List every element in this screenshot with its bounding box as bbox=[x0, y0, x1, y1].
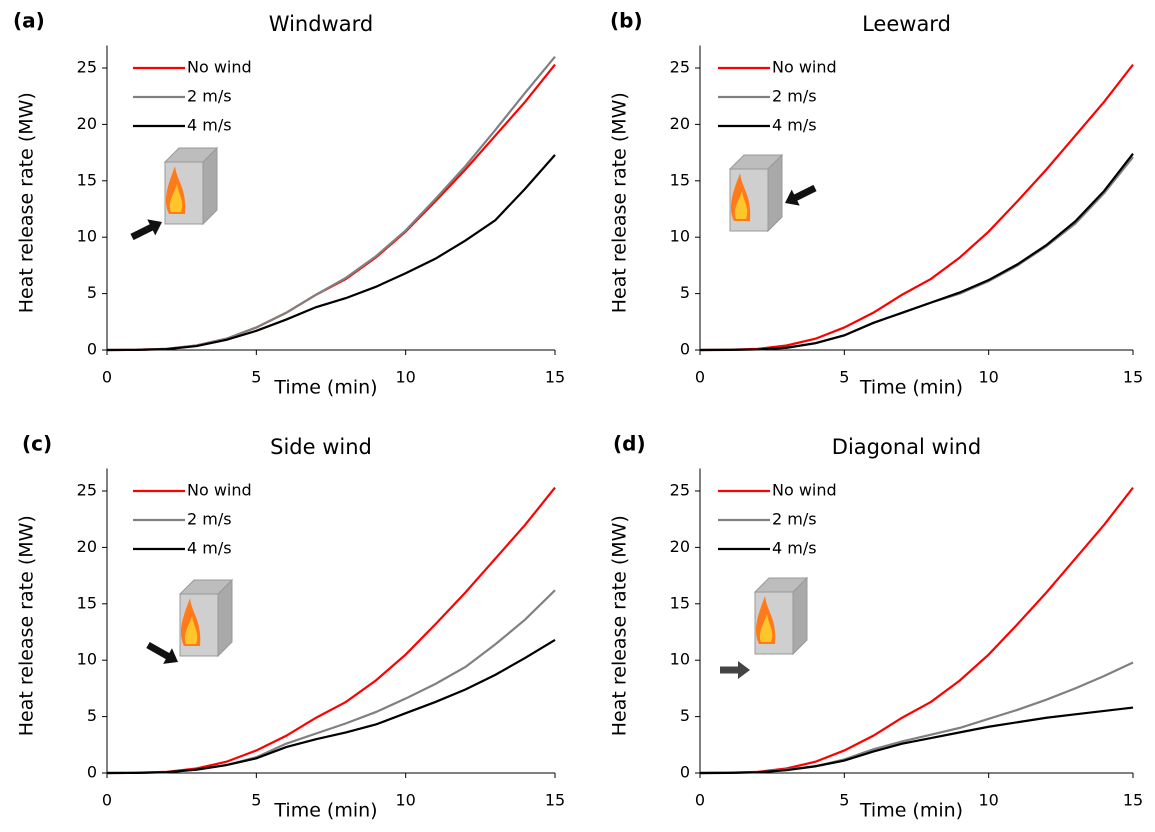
legend-label: No wind bbox=[772, 481, 837, 500]
panel: (d) Diagonal wind Heat release rate (MW) Ti… bbox=[609, 432, 1144, 822]
legend-label: No wind bbox=[772, 58, 837, 77]
building-side bbox=[217, 578, 233, 658]
chart-title: Leeward bbox=[862, 12, 951, 36]
building-side bbox=[792, 576, 808, 656]
panel: (b) Leeward Heat release rate (MW) Time (mi… bbox=[609, 9, 1144, 399]
panel-label: (d) bbox=[613, 432, 646, 456]
panel: (a) Windward Heat release rate (MW) Time (m… bbox=[13, 9, 565, 399]
wind-arrow-head bbox=[147, 219, 162, 236]
legend-label: 2 m/s bbox=[772, 510, 817, 529]
wind-arrow bbox=[130, 222, 157, 241]
y-axis-label: Heat release rate (MW) bbox=[16, 92, 38, 313]
building-side bbox=[202, 146, 218, 226]
x-tick-label: 10 bbox=[395, 791, 415, 810]
y-tick-label: 15 bbox=[670, 593, 690, 612]
legend-label: 4 m/s bbox=[187, 116, 232, 135]
y-tick-label: 0 bbox=[87, 763, 97, 782]
series-line bbox=[106, 486, 556, 775]
y-tick-label: 20 bbox=[77, 114, 97, 133]
y-tick-label: 10 bbox=[670, 650, 690, 669]
y-axis-label: Heat release rate (MW) bbox=[16, 515, 38, 736]
y-tick-label: 10 bbox=[77, 227, 97, 246]
y-tick-label: 0 bbox=[87, 340, 97, 359]
x-axis-label: Time (min) bbox=[859, 377, 963, 399]
panel-label: (a) bbox=[13, 9, 45, 33]
wind-arrow-head bbox=[738, 661, 750, 679]
y-tick-label: 15 bbox=[670, 170, 690, 189]
x-tick-label: 15 bbox=[1123, 368, 1143, 387]
legend-label: 2 m/s bbox=[187, 87, 232, 106]
y-tick-label: 5 bbox=[680, 283, 690, 302]
x-tick-label: 0 bbox=[102, 368, 112, 387]
series-line bbox=[106, 589, 556, 775]
legend-label: 2 m/s bbox=[772, 87, 817, 106]
y-tick-label: 25 bbox=[670, 481, 690, 500]
x-tick-label: 15 bbox=[1123, 791, 1143, 810]
legend-label: 2 m/s bbox=[187, 510, 232, 529]
y-axis-label: Heat release rate (MW) bbox=[609, 92, 631, 313]
y-tick-label: 25 bbox=[670, 58, 690, 77]
y-tick-label: 20 bbox=[670, 114, 690, 133]
x-axis-label: Time (min) bbox=[273, 377, 377, 399]
x-tick-label: 10 bbox=[978, 368, 998, 387]
y-tick-label: 5 bbox=[680, 706, 690, 725]
flame-core bbox=[184, 616, 198, 644]
legend-label: No wind bbox=[187, 58, 252, 77]
y-tick-label: 25 bbox=[77, 58, 97, 77]
legend-label: 4 m/s bbox=[772, 116, 817, 135]
x-tick-label: 5 bbox=[251, 791, 261, 810]
chart-title: Diagonal wind bbox=[832, 435, 981, 459]
y-tick-label: 25 bbox=[77, 481, 97, 500]
legend-label: No wind bbox=[187, 481, 252, 500]
x-axis-label: Time (min) bbox=[273, 800, 377, 822]
x-tick-label: 5 bbox=[251, 368, 261, 387]
panel-label: (c) bbox=[22, 432, 52, 456]
x-tick-label: 5 bbox=[839, 368, 849, 387]
series-line bbox=[699, 706, 1134, 775]
x-axis-label: Time (min) bbox=[859, 800, 963, 822]
y-tick-label: 20 bbox=[77, 537, 97, 556]
series-line bbox=[699, 153, 1134, 352]
panel: (c) Side wind Heat release rate (MW) Time (… bbox=[16, 432, 566, 822]
panel-label: (b) bbox=[610, 9, 643, 33]
wind-arrow-head bbox=[785, 189, 800, 206]
building-side bbox=[767, 153, 783, 233]
wind-arrow bbox=[790, 184, 817, 203]
series-line bbox=[106, 154, 556, 352]
y-tick-label: 0 bbox=[680, 763, 690, 782]
y-tick-label: 10 bbox=[77, 650, 97, 669]
chart-title: Windward bbox=[269, 12, 373, 36]
y-tick-label: 5 bbox=[87, 283, 97, 302]
x-tick-label: 15 bbox=[545, 791, 565, 810]
y-tick-label: 15 bbox=[77, 593, 97, 612]
x-tick-label: 5 bbox=[839, 791, 849, 810]
y-tick-label: 10 bbox=[670, 227, 690, 246]
legend-label: 4 m/s bbox=[772, 539, 817, 558]
series-line bbox=[106, 638, 556, 775]
y-tick-label: 5 bbox=[87, 706, 97, 725]
series-line bbox=[699, 63, 1134, 352]
flame-core bbox=[759, 614, 773, 642]
x-tick-label: 10 bbox=[978, 791, 998, 810]
y-axis-label: Heat release rate (MW) bbox=[609, 515, 631, 736]
chart-title: Side wind bbox=[270, 435, 372, 459]
legend-label: 4 m/s bbox=[187, 539, 232, 558]
flame-core bbox=[734, 191, 748, 219]
wind-arrow-head bbox=[163, 648, 178, 664]
flame-core bbox=[169, 184, 183, 212]
x-tick-label: 10 bbox=[395, 368, 415, 387]
series-line bbox=[699, 661, 1134, 775]
x-tick-label: 0 bbox=[102, 791, 112, 810]
y-tick-label: 15 bbox=[77, 170, 97, 189]
x-tick-label: 0 bbox=[695, 791, 705, 810]
wind-arrow bbox=[146, 641, 173, 662]
y-tick-label: 0 bbox=[680, 340, 690, 359]
y-tick-label: 20 bbox=[670, 537, 690, 556]
x-tick-label: 0 bbox=[695, 368, 705, 387]
x-tick-label: 15 bbox=[545, 368, 565, 387]
